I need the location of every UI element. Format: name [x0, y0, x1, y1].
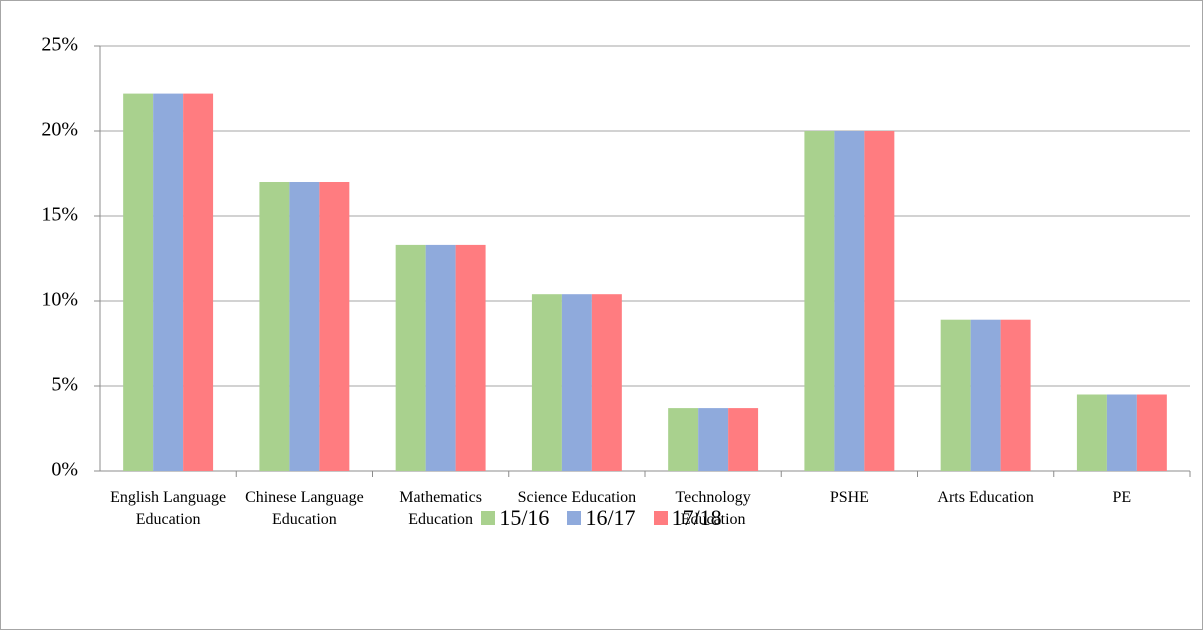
legend-entry: 17/18 [653, 505, 722, 531]
bar [1000, 319, 1031, 471]
x-tick-label: English Language Education [110, 489, 227, 528]
y-tick-label: 20% [41, 119, 78, 141]
bar [123, 93, 154, 471]
legend-swatch [481, 511, 496, 525]
legend-entry: 15/16 [481, 505, 549, 531]
bar [940, 319, 971, 471]
bar [259, 182, 290, 471]
bar [153, 93, 184, 471]
bar [834, 131, 865, 471]
x-tick-label: Technology Education [675, 489, 751, 528]
bar [1106, 394, 1137, 471]
bar [319, 182, 350, 471]
legend: 15/16 16/17 17/18 [0, 505, 1203, 531]
y-tick-label: 25% [41, 34, 78, 56]
legend-label: 15/16 [499, 505, 550, 530]
bar [728, 408, 759, 471]
legend-label: 17/18 [671, 505, 722, 530]
bar [804, 131, 835, 471]
x-tick-label: Arts Education [937, 489, 1034, 506]
x-tick-label: Mathematics Education [399, 489, 482, 528]
bar [668, 408, 699, 471]
y-tick-label: 0% [51, 459, 78, 481]
bar [591, 294, 622, 471]
bar [1136, 394, 1167, 471]
bar [970, 319, 1001, 471]
bar [289, 182, 320, 471]
bar [864, 131, 895, 471]
y-tick-label: 10% [41, 289, 78, 311]
bar [531, 294, 562, 471]
bar [455, 244, 486, 471]
x-tick-label: PE [1112, 489, 1132, 506]
y-tick-label: 5% [51, 374, 78, 396]
x-tick-label: PSHE [829, 489, 869, 506]
legend-swatch [653, 511, 668, 525]
bar [395, 244, 426, 471]
bar [1076, 394, 1107, 471]
y-tick-label: 15% [41, 204, 78, 226]
x-tick-label: Science Education [517, 489, 637, 506]
bar [561, 294, 592, 471]
bar [183, 93, 214, 471]
x-tick-label: Chinese Language Education [245, 489, 364, 528]
legend-swatch [567, 511, 582, 525]
legend-label: 16/17 [585, 505, 636, 530]
bar [698, 408, 729, 471]
legend-entry: 16/17 [567, 505, 636, 531]
bar [425, 244, 456, 471]
